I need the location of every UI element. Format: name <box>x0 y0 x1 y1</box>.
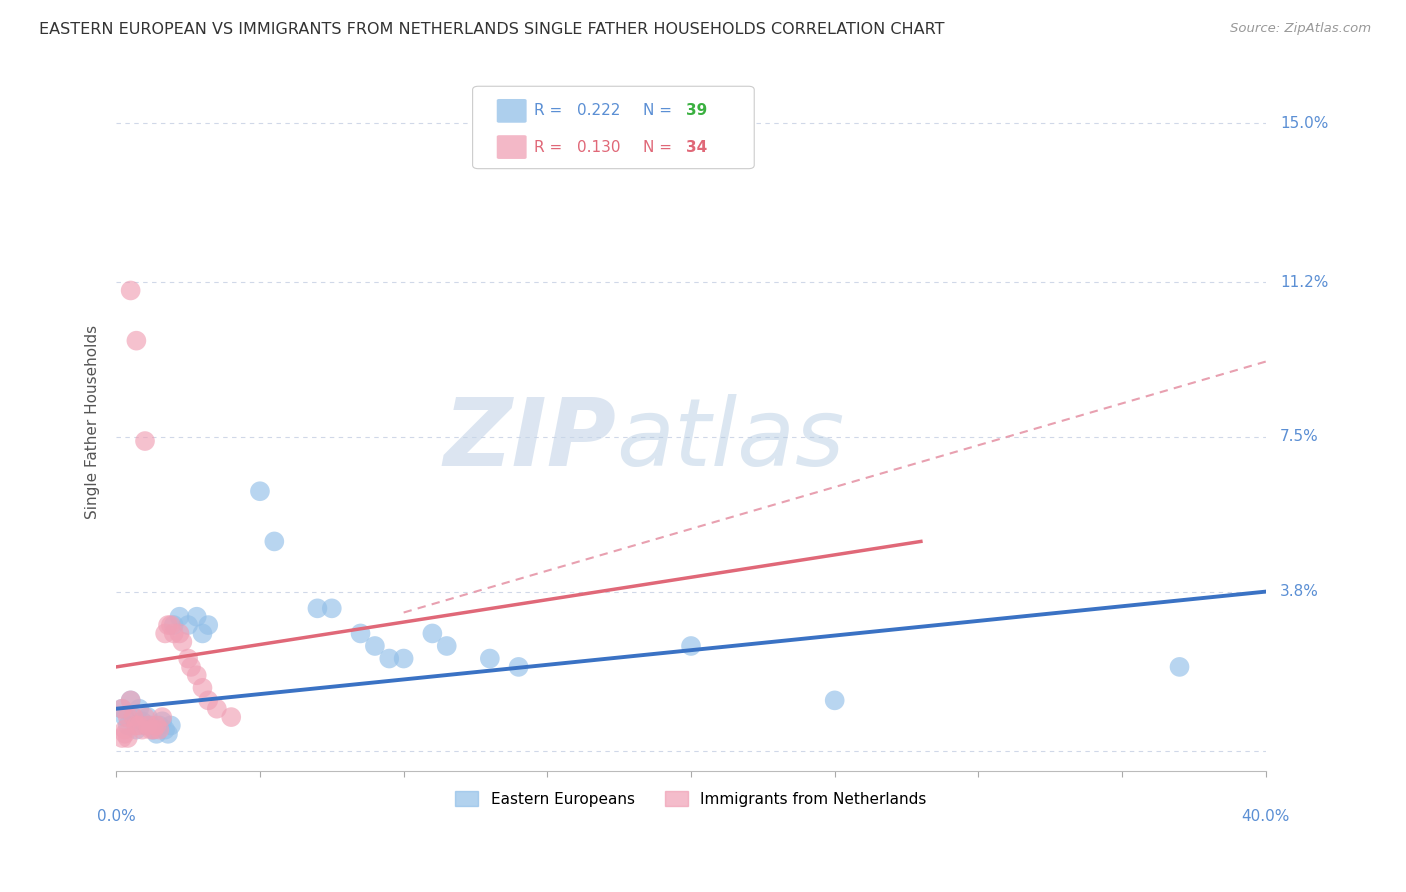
Point <box>197 693 219 707</box>
Point <box>136 710 159 724</box>
Point <box>169 609 191 624</box>
Point <box>128 702 150 716</box>
Text: 0.0%: 0.0% <box>97 809 135 824</box>
Point <box>307 601 329 615</box>
Point <box>205 702 228 716</box>
Point <box>186 609 208 624</box>
Point <box>163 618 186 632</box>
Text: 11.2%: 11.2% <box>1279 275 1329 290</box>
Point <box>125 718 148 732</box>
Point <box>156 727 179 741</box>
Point <box>120 693 142 707</box>
Point <box>139 723 162 737</box>
Point <box>128 718 150 732</box>
Text: atlas: atlas <box>616 394 845 485</box>
Point <box>150 710 173 724</box>
Point <box>125 334 148 348</box>
Point <box>117 710 139 724</box>
Point <box>263 534 285 549</box>
Point <box>111 702 134 716</box>
FancyBboxPatch shape <box>472 87 754 169</box>
Point <box>191 681 214 695</box>
Text: 7.5%: 7.5% <box>1279 429 1319 444</box>
Point <box>134 710 156 724</box>
Point <box>163 626 186 640</box>
Text: 0.222: 0.222 <box>578 103 620 119</box>
Point <box>114 727 136 741</box>
Point <box>824 693 846 707</box>
Point <box>131 723 153 737</box>
Point <box>114 710 136 724</box>
Point <box>177 618 200 632</box>
Point <box>249 484 271 499</box>
Point <box>436 639 458 653</box>
Point <box>142 723 165 737</box>
Text: 40.0%: 40.0% <box>1241 809 1289 824</box>
Point <box>153 723 176 737</box>
Point <box>120 693 142 707</box>
Text: 34: 34 <box>686 139 707 154</box>
Point <box>111 731 134 745</box>
Text: R =: R = <box>533 103 567 119</box>
Point <box>117 731 139 745</box>
Text: 3.8%: 3.8% <box>1279 584 1319 599</box>
Point <box>131 714 153 729</box>
Text: EASTERN EUROPEAN VS IMMIGRANTS FROM NETHERLANDS SINGLE FATHER HOUSEHOLDS CORRELA: EASTERN EUROPEAN VS IMMIGRANTS FROM NETH… <box>39 22 945 37</box>
Point <box>148 723 170 737</box>
Point <box>150 714 173 729</box>
Point <box>139 718 162 732</box>
Point <box>197 618 219 632</box>
FancyBboxPatch shape <box>496 99 527 123</box>
Point <box>153 626 176 640</box>
Point <box>148 718 170 732</box>
Text: 39: 39 <box>686 103 707 119</box>
Point <box>219 710 242 724</box>
Text: N =: N = <box>643 103 676 119</box>
Legend: Eastern Europeans, Immigrants from Netherlands: Eastern Europeans, Immigrants from Nethe… <box>450 784 932 813</box>
Point <box>125 723 148 737</box>
Point <box>508 660 530 674</box>
Text: ZIP: ZIP <box>443 393 616 485</box>
FancyBboxPatch shape <box>496 136 527 159</box>
Point <box>160 618 183 632</box>
Text: Source: ZipAtlas.com: Source: ZipAtlas.com <box>1230 22 1371 36</box>
Point <box>136 718 159 732</box>
Text: N =: N = <box>643 139 676 154</box>
Point <box>169 626 191 640</box>
Point <box>186 668 208 682</box>
Text: 15.0%: 15.0% <box>1279 116 1329 130</box>
Point <box>191 626 214 640</box>
Point <box>321 601 343 615</box>
Point <box>177 651 200 665</box>
Point <box>122 710 145 724</box>
Point <box>349 626 371 640</box>
Point <box>679 639 702 653</box>
Point <box>114 723 136 737</box>
Point <box>478 651 501 665</box>
Text: R =: R = <box>533 139 567 154</box>
Point <box>160 718 183 732</box>
Point <box>364 639 387 653</box>
Point <box>172 635 194 649</box>
Point <box>145 727 167 741</box>
Y-axis label: Single Father Households: Single Father Households <box>86 326 100 519</box>
Point <box>134 434 156 448</box>
Point <box>422 626 444 640</box>
Point <box>1168 660 1191 674</box>
Point <box>122 710 145 724</box>
Point <box>142 723 165 737</box>
Point <box>120 284 142 298</box>
Point <box>134 718 156 732</box>
Point <box>392 651 415 665</box>
Point <box>117 718 139 732</box>
Point <box>111 702 134 716</box>
Point <box>156 618 179 632</box>
Point <box>378 651 401 665</box>
Point <box>145 718 167 732</box>
Text: 0.130: 0.130 <box>578 139 620 154</box>
Point <box>180 660 202 674</box>
